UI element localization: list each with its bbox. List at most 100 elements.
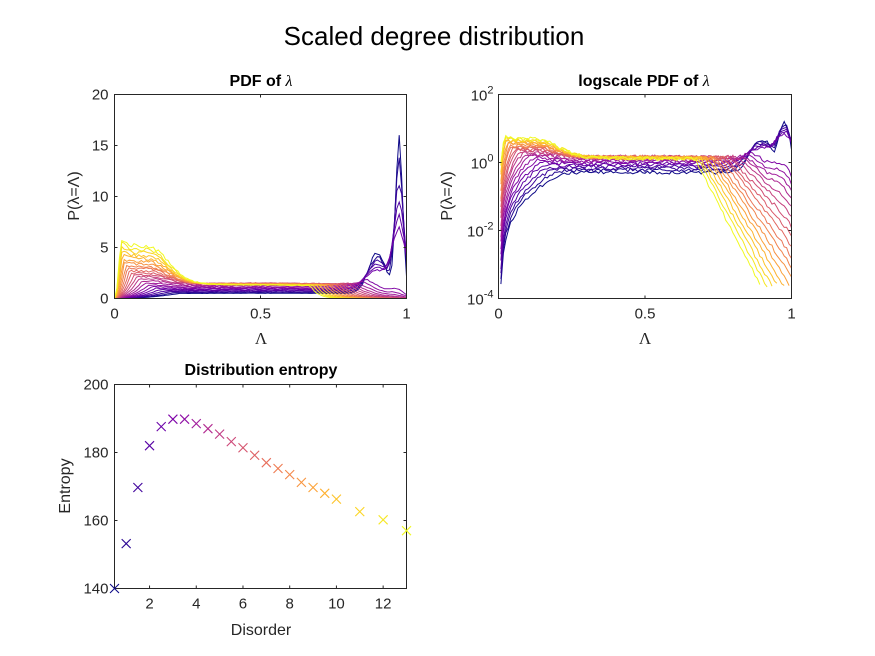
entropy-point: [284, 469, 295, 480]
entropy-point-stroke: [214, 429, 225, 440]
entropy-point-stroke: [238, 442, 248, 453]
log-pdf-xtick-label: 0: [494, 306, 502, 323]
log-pdf-title-prefix: logscale PDF of: [578, 73, 699, 90]
pdf-axes-box: [114, 94, 407, 299]
pdf-series-line: [114, 135, 407, 299]
entropy-point: [214, 429, 225, 440]
entropy-markers: [109, 414, 412, 594]
entropy-point-stroke: [331, 494, 342, 504]
log-pdf-xlabel: Λ: [639, 329, 652, 348]
figure-suptitle: Scaled degree distribution: [284, 21, 585, 51]
pdf-series-line: [114, 184, 407, 299]
entropy-xtick-label: 6: [239, 596, 247, 613]
entropy-panel: Distribution entropy 2 4 6 8 10 12 140 160 180 20…: [57, 362, 412, 639]
entropy-xtick-label: 2: [145, 596, 153, 613]
entropy-point-stroke: [121, 538, 132, 549]
entropy-xtick-label: 8: [286, 596, 294, 613]
entropy-point-stroke: [203, 423, 213, 434]
entropy-point-stroke: [156, 421, 167, 432]
entropy-point: [308, 482, 318, 493]
entropy-ytick-label: 160: [83, 513, 108, 530]
log-pdf-ytick-label: 10-4: [467, 289, 493, 309]
entropy-point-stroke: [261, 457, 272, 468]
entropy-point: [331, 494, 342, 504]
log-pdf-ytick-label: 102: [471, 85, 494, 105]
log-pdf-ticks: 0 0.5 1 10-4 10-2 100 102: [467, 85, 796, 323]
log-pdf-title-symbol: λ: [702, 73, 710, 90]
entropy-point: [354, 506, 365, 517]
entropy-point-stroke: [273, 463, 283, 474]
log-pdf-ylabel: P(λ=Λ): [439, 171, 456, 220]
entropy-ytick-label: 180: [83, 445, 108, 462]
pdf-panel-title: PDF of λ: [230, 73, 293, 90]
entropy-xlabel: Disorder: [231, 622, 292, 639]
log-pdf-ytick-label: 100: [471, 153, 494, 173]
entropy-point-stroke: [354, 506, 365, 517]
log-pdf-series-line: [500, 127, 792, 274]
entropy-point-stroke: [179, 414, 190, 425]
pdf-title-prefix: PDF of: [230, 73, 282, 90]
entropy-ylabel: Entropy: [57, 458, 74, 513]
pdf-xlabel: Λ: [255, 329, 268, 348]
entropy-point: [203, 423, 213, 434]
entropy-ytick-label: 140: [83, 581, 108, 598]
pdf-ytick-label: 10: [92, 189, 109, 206]
entropy-point: [319, 488, 330, 499]
pdf-xtick-label: 0.5: [250, 306, 271, 323]
entropy-point-stroke: [401, 525, 412, 536]
entropy-point: [296, 477, 307, 488]
pdf-ytick-label: 15: [92, 138, 109, 155]
entropy-point: [191, 418, 202, 429]
pdf-xtick-label: 0: [110, 306, 118, 323]
entropy-point-stroke: [249, 450, 260, 461]
pdf-ytick-label: 0: [100, 291, 108, 308]
log-pdf-xtick-label: 0.5: [635, 306, 656, 323]
entropy-xtick-label: 10: [328, 596, 345, 613]
entropy-point-stroke: [168, 414, 178, 425]
log-pdf-series-line: [500, 134, 761, 285]
entropy-point: [401, 525, 412, 536]
entropy-ytick-label: 200: [83, 377, 108, 394]
entropy-point: [132, 482, 143, 493]
entropy-point: [378, 514, 389, 525]
entropy-point-stroke: [284, 469, 295, 480]
entropy-panel-title: Distribution entropy: [185, 362, 338, 379]
log-pdf-series-line: [500, 152, 792, 232]
entropy-point: [238, 442, 248, 453]
log-pdf-xtick-label: 1: [787, 306, 795, 323]
entropy-point-stroke: [308, 482, 318, 493]
pdf-ytick-label: 5: [100, 240, 108, 257]
pdf-title-symbol: λ: [285, 73, 293, 90]
entropy-axes-box: [114, 384, 407, 589]
entropy-point-stroke: [319, 488, 330, 499]
entropy-point-stroke: [378, 514, 389, 525]
pdf-curves: [114, 135, 407, 299]
entropy-ticks: 2 4 6 8 10 12 140 160 180 200: [83, 377, 407, 613]
entropy-point-stroke: [132, 482, 143, 493]
pdf-series-line: [114, 157, 407, 299]
entropy-point: [144, 440, 155, 451]
entropy-point: [121, 538, 132, 549]
entropy-point-stroke: [144, 440, 155, 451]
entropy-point-stroke: [191, 418, 202, 429]
log-pdf-series-line: [500, 145, 792, 259]
entropy-point: [109, 583, 120, 594]
pdf-series-line: [114, 225, 407, 299]
entropy-point: [249, 450, 260, 461]
pdf-series-line: [114, 282, 407, 299]
pdf-ytick-label: 20: [92, 87, 109, 104]
entropy-point-stroke: [109, 583, 120, 594]
entropy-xtick-label: 12: [375, 596, 392, 613]
entropy-point: [273, 463, 283, 474]
pdf-xtick-label: 1: [402, 306, 410, 323]
entropy-point-stroke: [296, 477, 307, 488]
entropy-xtick-label: 4: [192, 596, 200, 613]
entropy-point: [226, 436, 237, 447]
entropy-point: [168, 414, 178, 425]
entropy-point: [261, 457, 272, 468]
entropy-point: [179, 414, 190, 425]
